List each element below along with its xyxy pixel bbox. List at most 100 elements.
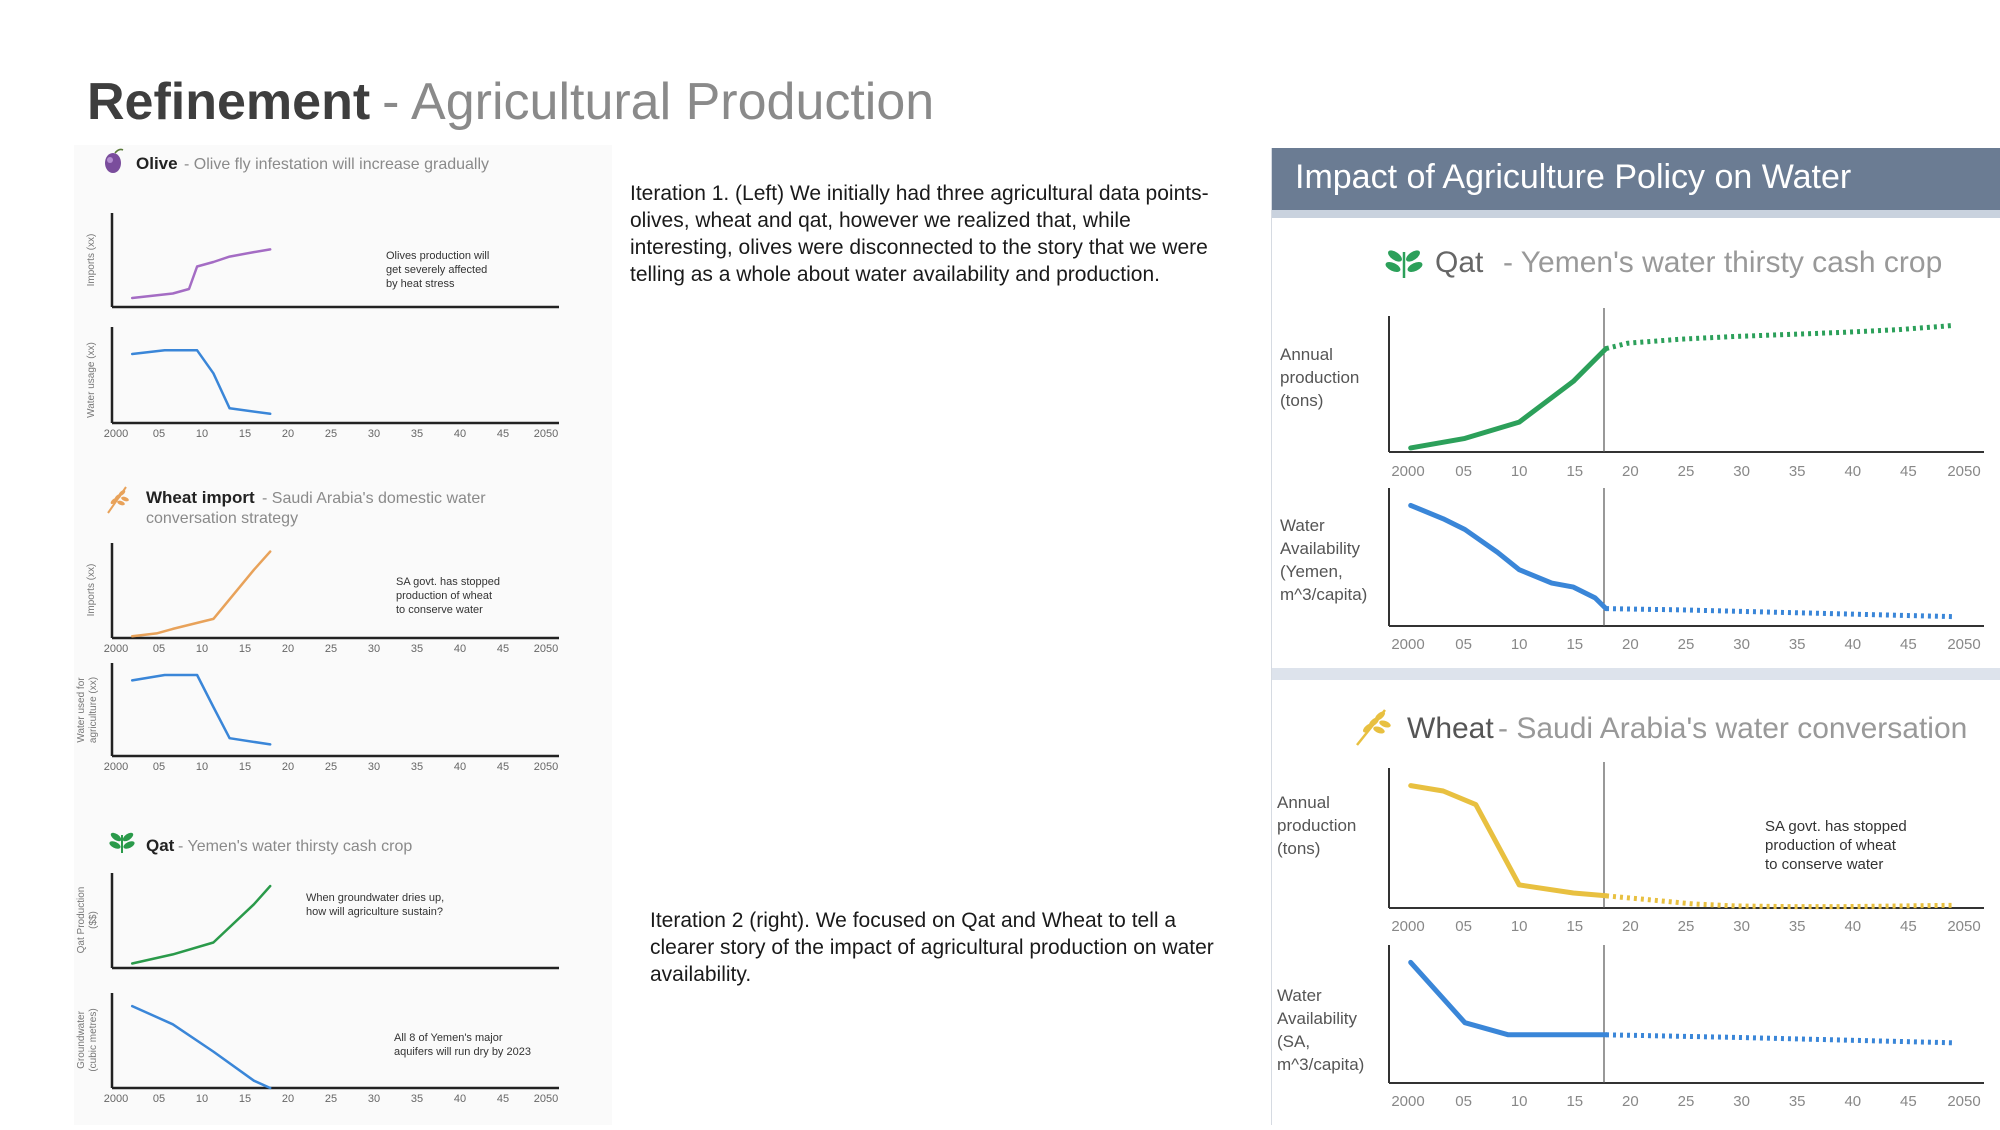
x-tick-label: 10: [196, 643, 208, 655]
y-axis-label: Imports (xx): [86, 234, 97, 287]
x-tick-label: 30: [368, 643, 380, 655]
x-tick-label: 30: [368, 1093, 380, 1105]
iteration-1-svg: Olive - Olive fly infestation will incre…: [76, 148, 559, 1105]
wheat-annotation-1: SA govt. has stopped: [396, 576, 500, 588]
r-wheat-water-chart: Water Availability (SA, m^3/capita) 2000…: [1277, 945, 1984, 1110]
y-axis-label: Annual production (tons): [1280, 345, 1364, 410]
y-axis-label-1: Water used for: [76, 677, 87, 743]
x-tick-label: 30: [368, 428, 380, 440]
x-tick-label: 25: [1678, 463, 1695, 480]
wheat-x-ticks-top: 2000 05 10 15 20 25 30 35 40 45 2050: [104, 643, 558, 655]
series-line: [130, 1004, 272, 1090]
banner: [1272, 148, 2000, 210]
x-tick-label: 15: [1566, 463, 1583, 480]
x-tick-label: 40: [454, 428, 466, 440]
wheat-water-chart: Water used for agriculture (xx) 2000 05 10…: [76, 663, 559, 773]
x-tick-label: 2050: [534, 428, 558, 440]
qat-groundwater-chart: Groundwater (cubic metres) All 8 of Yeme…: [76, 993, 559, 1105]
wheat-subtitle: - Saudi Arabia's water conversation: [1498, 712, 1967, 745]
x-tick-label: 45: [1900, 1093, 1917, 1110]
y-axis-label: Water Availability (SA, m^3/capita): [1277, 986, 1364, 1074]
x-tick-label: 30: [1733, 918, 1750, 935]
y-axis-label-1: Qat Production: [76, 887, 87, 954]
series-line: [1408, 502, 1609, 612]
olive-imports-chart: Imports (xx) Olives production will get …: [86, 213, 559, 309]
qat-groundwater-series: [130, 1004, 272, 1090]
x-tick-label: 10: [196, 428, 208, 440]
olive-imports-series: [130, 248, 272, 300]
x-tick-label: 2000: [104, 643, 128, 655]
x-tick-label: 2050: [1947, 1093, 1980, 1110]
x-tick-label: 35: [411, 1093, 423, 1105]
series-line: [1408, 346, 1609, 451]
series-line: [130, 248, 272, 300]
x-tick-label: 25: [1678, 1093, 1695, 1110]
qat-annotation-1: When groundwater dries up,: [306, 892, 444, 904]
x-tick-label: 15: [1566, 918, 1583, 935]
projection-line: [1605, 606, 1954, 620]
x-tick-label: 2000: [1391, 918, 1424, 935]
x-tick-label: 35: [1789, 463, 1806, 480]
x-tick-label: 2050: [534, 761, 558, 773]
r-wheat-production-chart: Annual production (tons) SA govt. has st…: [1277, 762, 1984, 935]
x-tick-label: 35: [411, 643, 423, 655]
y-axis-label-2: agriculture (xx): [88, 677, 99, 743]
qat-leaf-icon: [1385, 250, 1423, 278]
wheat-x-ticks-bottom: 2000 05 10 15 20 25 30 35 40 45 2050: [1391, 1093, 1980, 1110]
wheat-annotation-2: production of wheat: [396, 590, 492, 602]
iteration-2-panel: Impact of Agriculture Policy on Water Qa…: [1271, 148, 2000, 1125]
y-axis-label: Water Availability (Yemen, m^3/capita): [1280, 516, 1367, 604]
x-tick-label: 2000: [104, 428, 128, 440]
olive-icon: [105, 148, 124, 173]
x-tick-label: 2000: [104, 1093, 128, 1105]
banner-shadow: [1272, 210, 2000, 218]
r-wheat-water-series: [1408, 959, 1954, 1046]
y-axis-label: Annual production (tons): [1277, 793, 1361, 858]
series-line: [1408, 783, 1609, 899]
x-tick-label: 30: [1733, 463, 1750, 480]
x-tick-label: 10: [1511, 1093, 1528, 1110]
series-line: [130, 884, 272, 965]
x-tick-label: 25: [325, 428, 337, 440]
x-tick-label: 35: [411, 761, 423, 773]
qat-leaf-icon: [109, 832, 135, 853]
wheat-annotation-3: to conserve water: [396, 604, 483, 616]
qat-title: Qat: [1435, 246, 1484, 279]
x-tick-label: 05: [153, 1093, 165, 1105]
series-line: [130, 673, 272, 746]
olive-water-series: [130, 349, 272, 416]
qat-groundwater-annotation-1: All 8 of Yemen's major: [394, 1032, 503, 1044]
x-tick-label: 45: [497, 428, 509, 440]
x-tick-label: 45: [1900, 463, 1917, 480]
x-tick-label: 20: [282, 1093, 294, 1105]
olive-annotation-3: by heat stress: [386, 278, 455, 290]
olive-title: Olive: [136, 154, 178, 173]
x-tick-label: 2050: [1947, 918, 1980, 935]
olive-x-ticks: 2000 05 10 15 20 25 30 35 40 45 2050: [104, 428, 558, 440]
r-wheat-production-series: [1408, 783, 1954, 910]
x-tick-label: 10: [1511, 918, 1528, 935]
x-tick-label: 20: [1622, 918, 1639, 935]
wheat-title: Wheat import: [146, 488, 255, 507]
qat-x-ticks-top: 2000 05 10 15 20 25 30 35 40 45 2050: [1391, 463, 1980, 480]
qat-annotation-2: how will agriculture sustain?: [306, 906, 443, 918]
y-axis-label-2: ($$): [88, 911, 99, 929]
y-axis-label: Water usage (xx): [86, 342, 97, 418]
x-tick-label: 30: [1733, 1093, 1750, 1110]
qat-production-series: [130, 884, 272, 965]
wheat-subtitle: - Saudi Arabia's domestic water: [262, 490, 486, 507]
projection-line: [1605, 1032, 1954, 1046]
qat-production-chart: Qat Production ($$) When groundwater dri…: [76, 873, 559, 970]
y-axis-label-2: (cubic metres): [88, 1008, 99, 1071]
wheat-subtitle-2: conversation strategy: [146, 510, 298, 527]
y-axis-label-1: Groundwater: [76, 1010, 87, 1068]
x-tick-label: 25: [1678, 918, 1695, 935]
x-tick-label: 25: [325, 643, 337, 655]
x-tick-label: 40: [454, 643, 466, 655]
x-tick-label: 10: [196, 1093, 208, 1105]
iteration-2-svg: Impact of Agriculture Policy on Water Qa…: [1272, 148, 2000, 1110]
qat-x-ticks: 2000 05 10 15 20 25 30 35 40 45 2050: [104, 1093, 558, 1105]
x-tick-label: 40: [1844, 918, 1861, 935]
x-tick-label: 40: [454, 1093, 466, 1105]
olive-annotation-1: Olives production will: [386, 250, 489, 262]
